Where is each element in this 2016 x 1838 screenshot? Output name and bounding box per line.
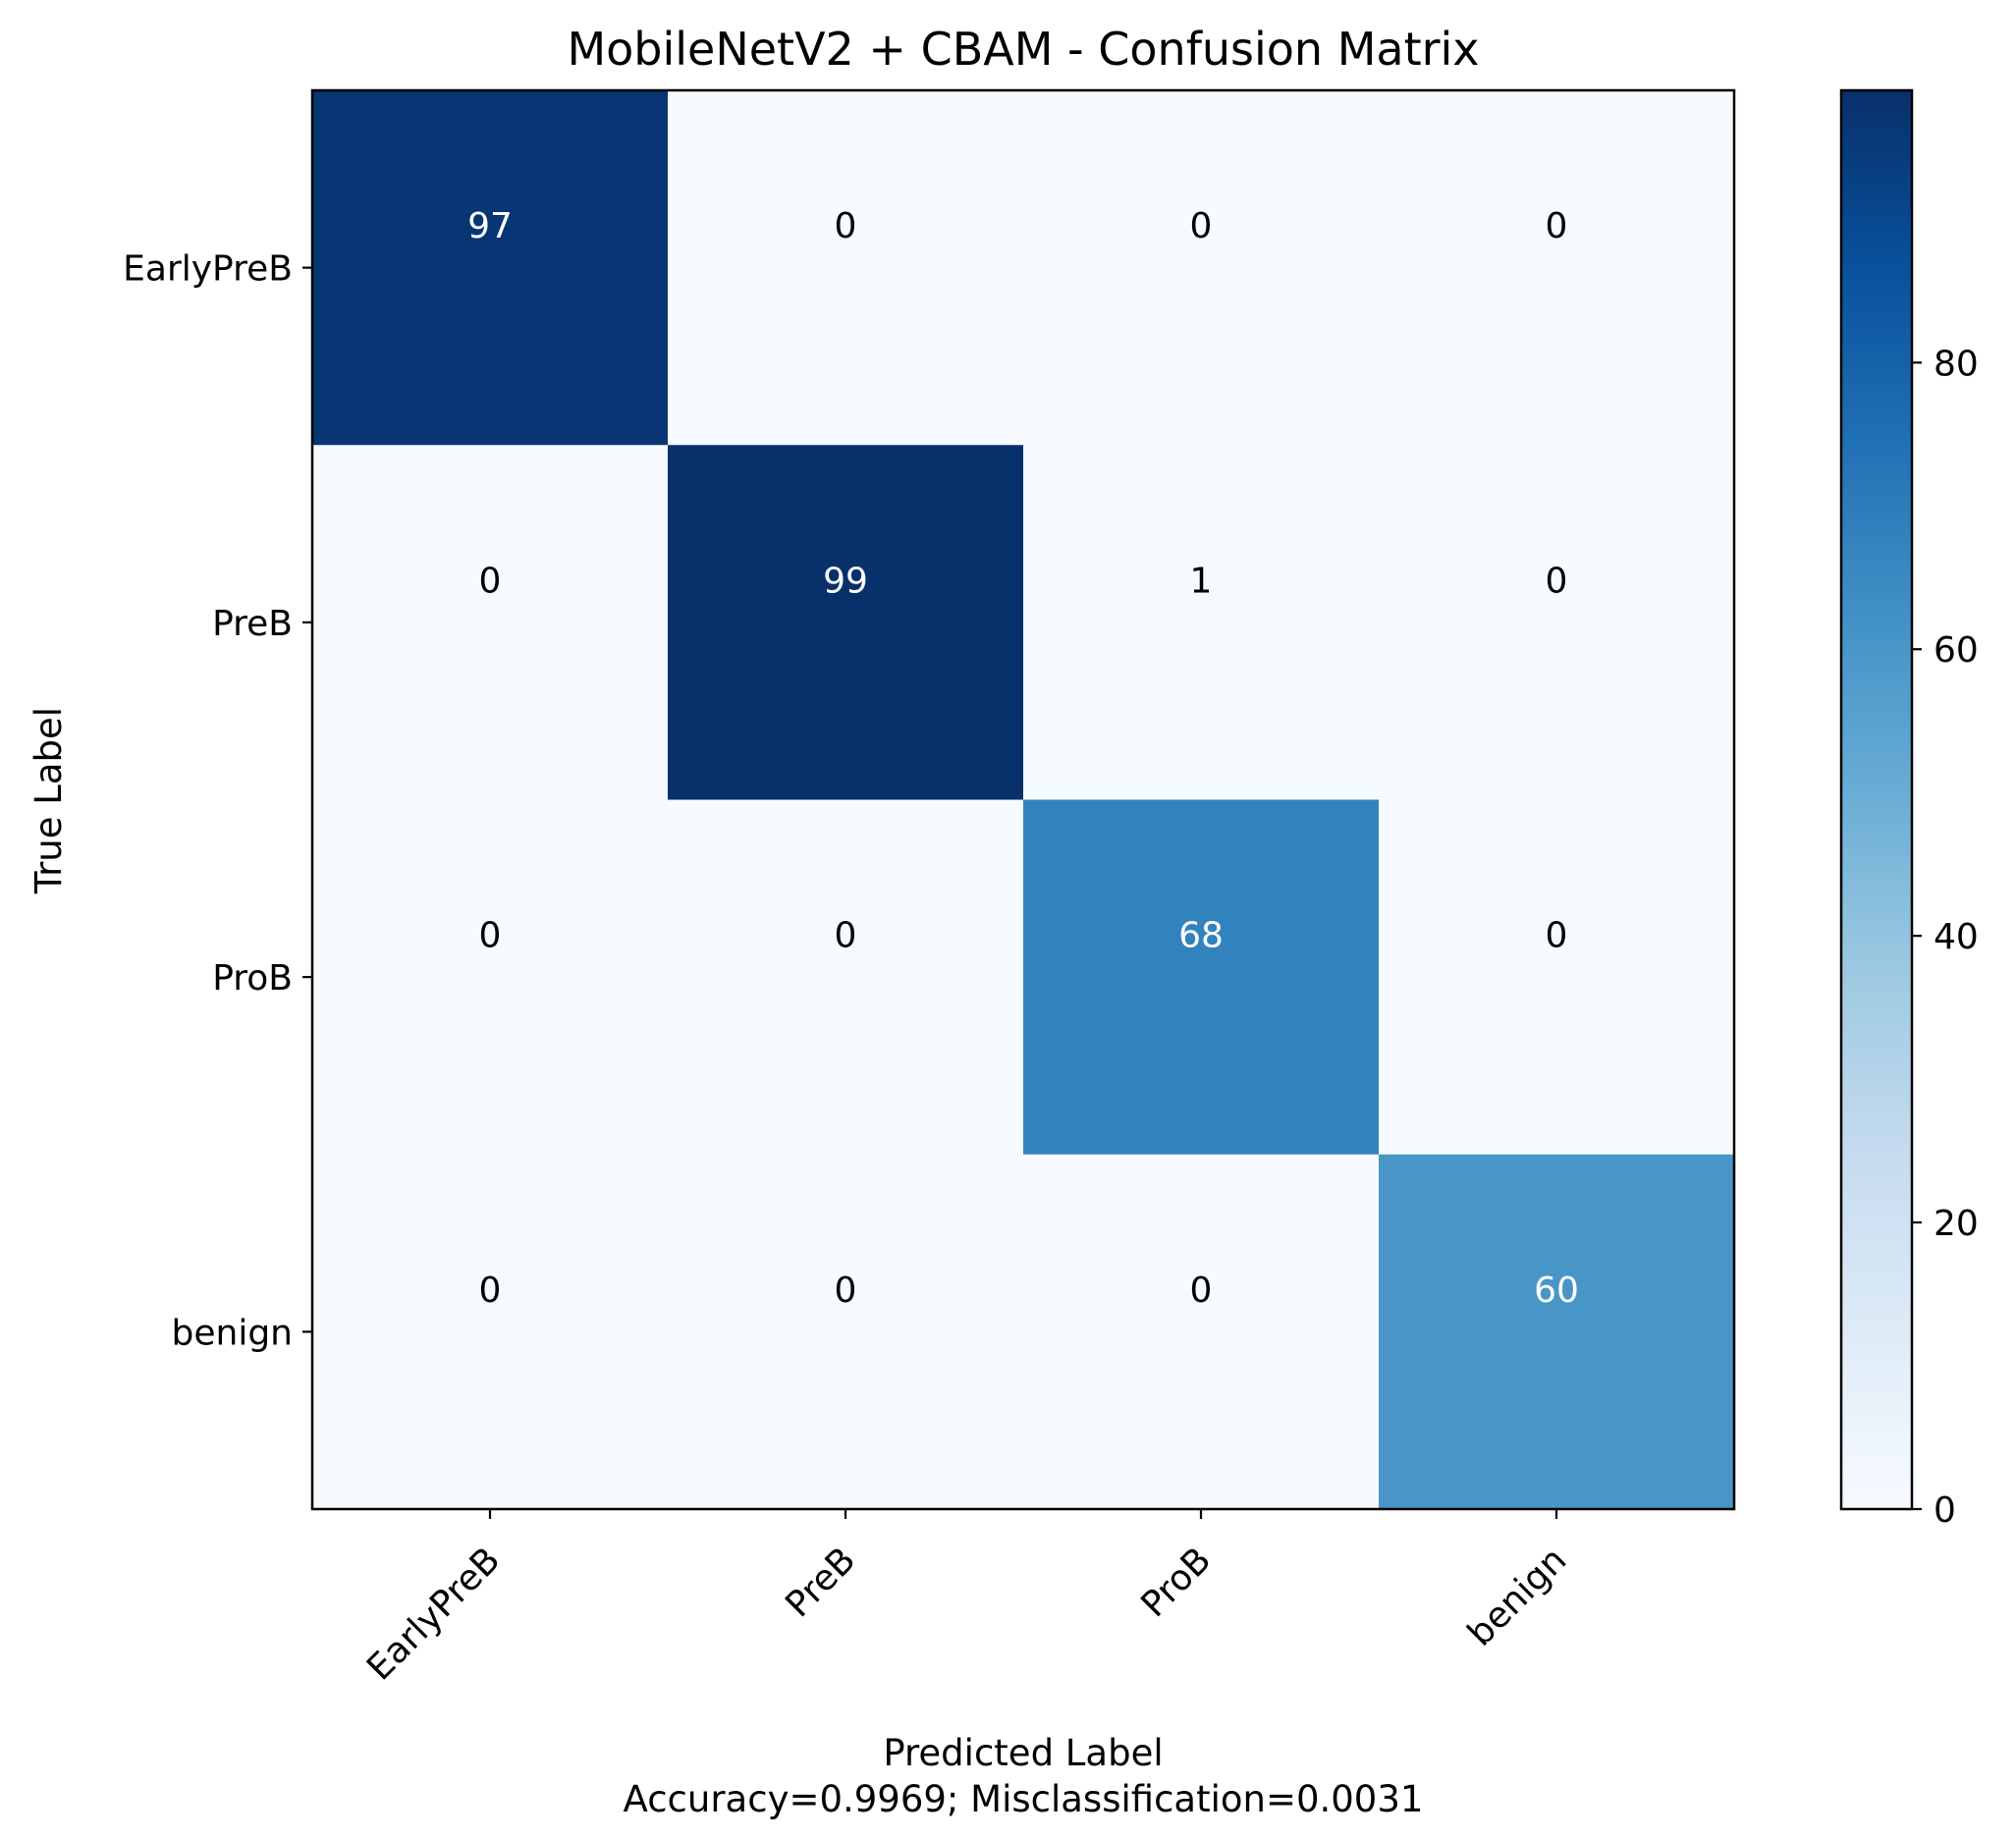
cell-value-label: 0	[1190, 206, 1213, 246]
y-axis-label: True Label	[27, 707, 70, 894]
colorbar-tick-label: 20	[1934, 1204, 1979, 1244]
cell-value-label: 97	[467, 206, 513, 246]
heatmap-cell	[1023, 799, 1380, 1156]
chart-title: MobileNetV2 + CBAM - Confusion Matrix	[567, 23, 1479, 76]
cell-value-label: 0	[1190, 1270, 1213, 1311]
colorbar	[1841, 90, 1912, 1509]
cell-value-label: 0	[835, 916, 857, 956]
heatmap-cell-labels: 97 0 0 0 0 99 1 0 0 0 68 0 0 0 0 60	[467, 206, 1579, 1311]
cell-value-label: 0	[1546, 916, 1568, 956]
cell-value-label: 1	[1190, 561, 1213, 601]
y-tick-label: ProB	[212, 958, 293, 999]
cell-value-label: 68	[1178, 916, 1224, 956]
x-axis-label-note: Accuracy=0.9969; Misclassification=0.003…	[624, 1778, 1424, 1820]
x-axis-ticks: EarlyPreB PreB ProB benign	[359, 1509, 1574, 1689]
heatmap-cell	[1023, 90, 1380, 446]
cell-value-label: 0	[479, 916, 502, 956]
cell-value-label: 99	[823, 561, 868, 601]
cell-value-label: 60	[1534, 1270, 1579, 1311]
x-tick-label: EarlyPreB	[359, 1540, 508, 1688]
cell-value-label: 0	[1546, 561, 1568, 601]
heatmap-cell	[668, 445, 1024, 800]
heatmap-cell	[312, 90, 669, 446]
cell-value-label: 0	[835, 206, 857, 246]
y-tick-label: benign	[172, 1313, 294, 1353]
colorbar-ticks: 0 20 40 60 80	[1912, 344, 1979, 1531]
heatmap-cell	[1379, 90, 1735, 446]
colorbar-frame	[1839, 88, 1914, 1511]
plot-frame	[310, 88, 1736, 1511]
cell-value-label: 0	[1546, 206, 1568, 246]
heatmap-cell	[312, 799, 669, 1156]
y-tick-label: PreB	[212, 604, 293, 644]
heatmap-cell	[1023, 1154, 1380, 1510]
y-tick-label: EarlyPreB	[123, 249, 293, 290]
cell-value-label: 0	[835, 1270, 857, 1311]
heatmap-cells	[312, 90, 1735, 1510]
cell-value-label: 0	[479, 561, 502, 601]
x-tick-label: PreB	[778, 1540, 863, 1625]
heatmap-cell	[668, 799, 1024, 1156]
heatmap-cell	[1379, 799, 1735, 1156]
x-tick-label: ProB	[1134, 1540, 1220, 1625]
y-axis-ticks: EarlyPreB PreB ProB benign	[123, 249, 312, 1353]
x-axis-label: Predicted Label	[883, 1732, 1163, 1774]
colorbar-tick-label: 80	[1934, 344, 1979, 384]
colorbar-tick-label: 40	[1934, 917, 1979, 957]
x-tick-label: benign	[1460, 1540, 1574, 1653]
cell-value-label: 0	[479, 1270, 502, 1311]
colorbar-tick-label: 0	[1934, 1490, 1956, 1531]
heatmap-cell	[668, 90, 1024, 446]
heatmap-cell	[1023, 445, 1380, 800]
colorbar-tick-label: 60	[1934, 630, 1979, 671]
heatmap-cell	[1379, 1154, 1735, 1510]
heatmap-cell	[312, 1154, 669, 1510]
heatmap-cell	[312, 445, 669, 800]
heatmap-cell	[668, 1154, 1024, 1510]
heatmap-cell	[1379, 445, 1735, 800]
